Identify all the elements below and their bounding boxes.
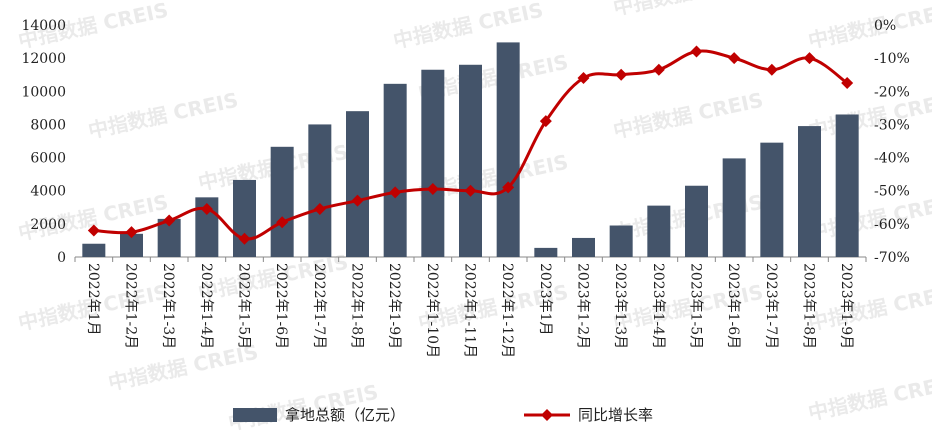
right-axis-ticks: -70% -60% -50% -40% -30% -20% -10% 0% [874, 18, 910, 266]
left-tick-label: 14000 [21, 18, 66, 34]
bar [157, 218, 181, 257]
bar [647, 205, 671, 257]
bar [798, 126, 821, 257]
legend-line-marker [541, 409, 553, 421]
line-point [539, 115, 552, 128]
right-tick-label: 0% [874, 18, 896, 34]
bar [270, 146, 294, 257]
bar [760, 142, 784, 257]
legend: 拿地总额（亿元） 同比增长率 [233, 406, 653, 424]
left-tick-label: 8000 [30, 117, 66, 133]
x-tick-label: 2023年1-7月 [763, 263, 779, 349]
left-tick-label: 0 [57, 250, 66, 266]
watermark-text: 中指数据 CREIS [611, 88, 765, 143]
legend-bar-swatch [233, 408, 277, 422]
left-tick-label: 12000 [21, 51, 66, 67]
x-tick-label: 2023年1-4月 [650, 263, 666, 349]
bar [496, 42, 520, 258]
line-point [690, 45, 703, 58]
line-point [87, 224, 100, 237]
watermark-text: 中指数据 CREIS [806, 88, 932, 143]
line-point [238, 232, 251, 245]
line-point [577, 72, 590, 85]
bar [609, 225, 633, 257]
bar [120, 233, 143, 257]
x-tick-label: 2023年1-6月 [725, 263, 741, 349]
right-tick-label: -40% [874, 151, 910, 167]
x-tick-label: 2022年1月 [85, 263, 101, 336]
right-tick-label: -20% [874, 84, 910, 100]
watermark-text: 中指数据 CREIS [806, 190, 932, 245]
bar [82, 243, 106, 257]
line-point [841, 77, 854, 89]
line-point [200, 202, 213, 215]
x-tick-label: 2022年1-9月 [386, 263, 402, 349]
x-tick-label: 2022年1-6月 [273, 263, 289, 349]
left-axis-ticks: 0 2000 4000 6000 8000 10000 12000 14000 [21, 18, 66, 266]
line-point [652, 63, 665, 76]
bar [835, 114, 859, 257]
x-tick-label: 2022年1-2月 [123, 263, 139, 349]
x-tick-label: 2023年1月 [537, 263, 553, 336]
x-tick-label: 2022年1-4月 [198, 263, 214, 349]
bar [346, 111, 369, 258]
x-tick-label: 2022年1-12月 [499, 263, 515, 358]
x-tick-label: 2023年1-2月 [575, 263, 591, 349]
right-tick-label: -60% [874, 217, 910, 233]
bar [383, 83, 407, 257]
bar [421, 69, 445, 257]
bar [534, 247, 558, 257]
right-tick-label: -70% [874, 250, 910, 266]
right-tick-label: -30% [874, 117, 910, 133]
watermark-text: 中指数据 CREIS [86, 88, 240, 143]
right-tick-label: -50% [874, 184, 910, 200]
line-point [125, 226, 138, 239]
line-point [276, 216, 289, 229]
bar [459, 64, 482, 258]
legend-line-label: 同比增长率 [578, 406, 653, 424]
watermark-text: 中指数据 CREIS [611, 0, 765, 20]
bar [722, 158, 746, 257]
bar [233, 179, 256, 257]
line-series [87, 45, 854, 245]
x-tick-label: 2022年1-3月 [160, 263, 176, 349]
watermark-text: 中指数据 CREIS [391, 0, 545, 53]
line-point [351, 194, 364, 207]
line-point [765, 63, 778, 76]
line-point [502, 181, 515, 194]
line-point [803, 52, 816, 65]
x-tick-label: 2022年1-7月 [311, 263, 327, 349]
line-point [313, 202, 326, 215]
x-tick-label: 2022年1-11月 [462, 263, 478, 358]
left-tick-label: 4000 [30, 184, 66, 200]
line-point [728, 52, 741, 65]
left-tick-label: 2000 [30, 217, 66, 233]
bar [685, 185, 708, 257]
line-point [615, 68, 628, 81]
left-tick-label: 6000 [30, 151, 66, 167]
right-tick-label: -10% [874, 51, 910, 67]
x-tick-label: 2023年1-5月 [688, 263, 704, 349]
x-tick-label: 2022年1-8月 [349, 263, 365, 349]
watermark-text: 中指数据 CREIS [806, 0, 932, 53]
line-point [426, 183, 439, 196]
left-tick-label: 10000 [21, 84, 66, 100]
bar [308, 124, 332, 257]
x-tick-label: 2022年1-10月 [424, 263, 440, 358]
x-tick-label: 2023年1-3月 [612, 263, 628, 349]
x-axis-ticks: 2022年1月 2022年1-2月 2022年1-3月 2022年1-4月 2022年1… [74, 257, 867, 358]
line-point [163, 214, 176, 227]
legend-bar-label: 拿地总额（亿元） [285, 406, 405, 424]
watermark-text: 中指数据 CREIS [806, 280, 932, 335]
line-point [389, 186, 402, 199]
x-tick-label: 2023年1-9月 [838, 263, 854, 349]
x-tick-label: 2023年1-8月 [801, 263, 817, 349]
bar [572, 237, 595, 257]
line-point [464, 184, 477, 197]
bar-series [82, 42, 859, 258]
watermark-text: 中指数据 CREIS [806, 370, 932, 425]
x-tick-label: 2022年1-5月 [236, 263, 252, 349]
